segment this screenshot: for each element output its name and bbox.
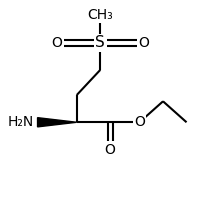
Text: CH₃: CH₃ <box>87 8 113 22</box>
Polygon shape <box>38 118 77 127</box>
Text: S: S <box>95 35 105 50</box>
Text: H₂N: H₂N <box>7 115 34 129</box>
Text: O: O <box>105 142 116 157</box>
Text: O: O <box>138 36 149 50</box>
Text: O: O <box>134 115 145 129</box>
Text: O: O <box>52 36 63 50</box>
